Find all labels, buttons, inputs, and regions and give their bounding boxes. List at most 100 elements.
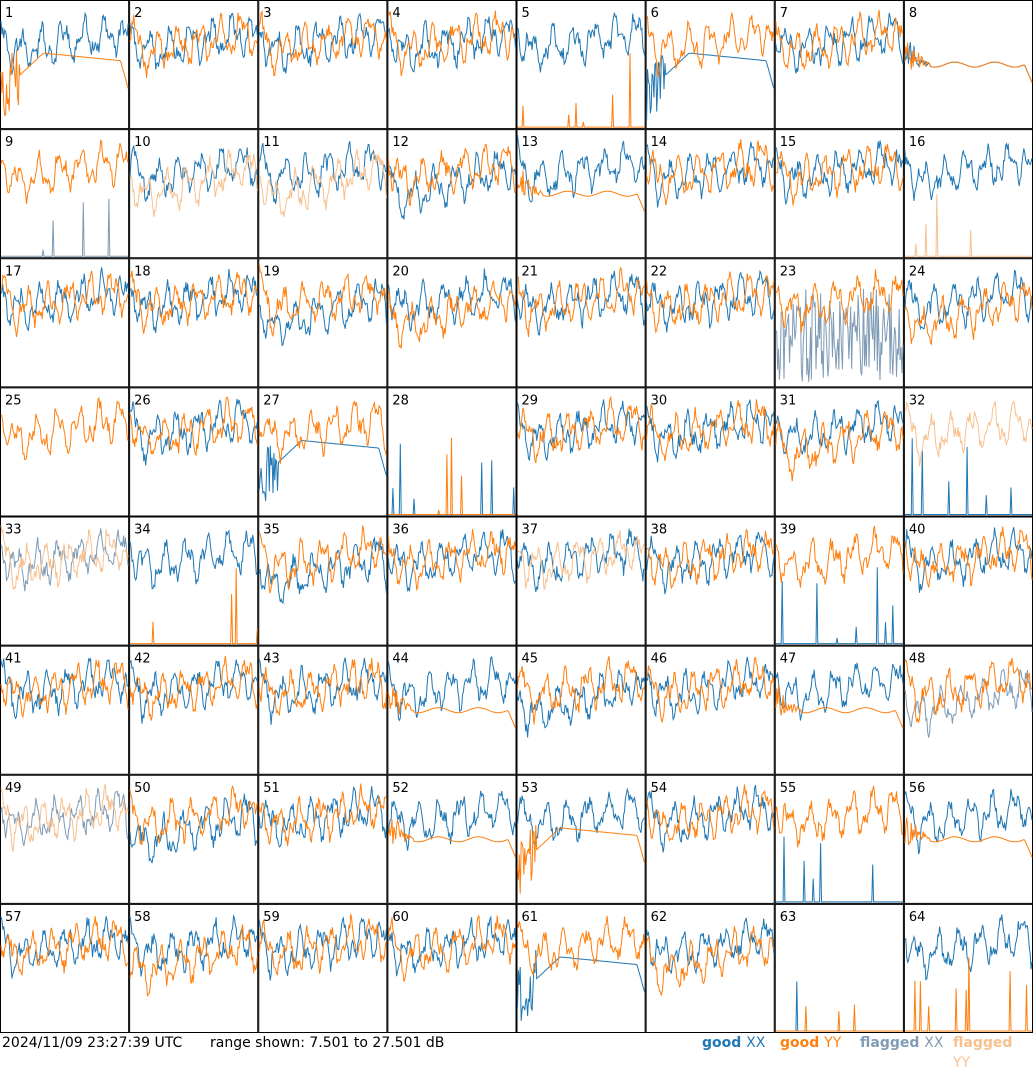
- series-xx-line: [646, 269, 775, 333]
- panel-57: 57: [0, 903, 130, 1033]
- series-xx-line: [904, 438, 1032, 515]
- series-xx-line: [0, 916, 129, 979]
- legend-good-yy-pol: YY: [824, 1035, 842, 1051]
- series-yy-line: [775, 1004, 903, 1032]
- panel-label: 24: [909, 264, 926, 279]
- panel-29: 29: [516, 387, 646, 517]
- series-yy-line: [129, 149, 258, 218]
- series-yy-line: [129, 784, 258, 846]
- panel-label: 48: [909, 652, 926, 667]
- series-xx-line: [258, 786, 387, 848]
- panel-border: [0, 516, 130, 646]
- panel-36: 36: [387, 516, 517, 646]
- series-yy-line: [775, 785, 904, 848]
- series-yy-line: [258, 524, 387, 594]
- panel-label: 26: [134, 393, 151, 408]
- panel-21: 21: [516, 258, 646, 388]
- panel-border: [387, 0, 517, 130]
- panel-label: 41: [5, 652, 22, 667]
- series-xx-line: [775, 140, 904, 206]
- panel-border: [774, 516, 904, 646]
- series-xx-line: [387, 790, 516, 851]
- panel-label: 58: [134, 910, 151, 925]
- panel-label: 32: [909, 393, 926, 408]
- panel-border: [645, 516, 775, 646]
- panel-31: 31: [774, 387, 904, 517]
- panel-label: 39: [780, 523, 797, 538]
- series-xx-line: [258, 657, 387, 725]
- legend-good-yy: good YY: [780, 1033, 841, 1053]
- series-yy-line: [258, 148, 387, 217]
- series-xx-line: [129, 659, 258, 724]
- panel-26: 26: [129, 387, 259, 517]
- panel-label: 25: [5, 393, 22, 408]
- timestamp: 2024/11/09 23:27:39 UTC: [2, 1035, 183, 1051]
- series-yy-line: [129, 924, 258, 997]
- series-yy-line: [0, 396, 129, 461]
- panel-50: 50: [129, 774, 259, 904]
- series-xx-line: [775, 288, 904, 382]
- panel-label: 50: [134, 781, 151, 796]
- series-yy-line: [517, 915, 646, 977]
- panel-label: 19: [263, 264, 280, 279]
- panel-border: [129, 774, 259, 904]
- panel-33: 33: [0, 516, 130, 646]
- series-yy-line: [646, 784, 775, 842]
- series-yy-line: [646, 271, 775, 334]
- panel-label: 53: [522, 781, 539, 796]
- panel-border: [387, 516, 517, 646]
- panel-label: 29: [522, 393, 539, 408]
- panel-label: 4: [392, 6, 400, 21]
- panel-border: [258, 0, 388, 130]
- panel-11: 11: [258, 129, 388, 259]
- series-yy-line: [646, 656, 775, 724]
- series-xx-line: [387, 151, 516, 220]
- series-xx-line: [258, 916, 387, 981]
- panel-border: [387, 645, 517, 775]
- panel-border: [258, 516, 388, 646]
- series-yy-line: [130, 568, 258, 645]
- panel-border: [645, 0, 775, 130]
- panel-border: [516, 0, 646, 130]
- panel-8: 8: [903, 0, 1033, 130]
- panel-24: 24: [903, 258, 1033, 388]
- panel-border: [903, 774, 1033, 904]
- series-yy-line: [517, 824, 646, 894]
- series-yy-line: [0, 139, 129, 204]
- panel-61: 61: [516, 903, 646, 1033]
- series-xx-line: [258, 278, 387, 347]
- legend-flagged-yy: flagged YY: [953, 1033, 1033, 1073]
- panel-border: [0, 0, 130, 130]
- panel-label: 7: [780, 6, 788, 21]
- series-yy-line: [387, 687, 516, 729]
- series-yy-line: [775, 685, 904, 729]
- panel-label: 3: [263, 6, 271, 21]
- panel-border: [774, 774, 904, 904]
- panel-label: 12: [392, 135, 409, 150]
- series-yy-line: [517, 267, 645, 338]
- series-xx-line: [775, 662, 904, 721]
- panel-label: 34: [134, 523, 151, 538]
- panel-label: 42: [134, 652, 151, 667]
- series-xx-line: [517, 270, 646, 336]
- panel-54: 54: [645, 774, 775, 904]
- series-xx-line: [258, 141, 387, 205]
- panel-label: 43: [263, 652, 280, 667]
- legend-good-xx-pol: XX: [746, 1035, 766, 1051]
- panel-label: 36: [392, 523, 409, 538]
- panel-25: 25: [0, 387, 130, 517]
- legend-flagged-yy-label: flagged: [953, 1035, 1013, 1051]
- panel-63: 63: [774, 903, 904, 1033]
- panel-label: 38: [651, 523, 668, 538]
- panel-19: 19: [258, 258, 388, 388]
- series-xx-line: [775, 567, 903, 645]
- panel-border: [0, 129, 130, 259]
- series-xx-line: [646, 784, 775, 853]
- legend-flagged-xx-label: flagged: [860, 1035, 920, 1051]
- panel-46: 46: [645, 645, 775, 775]
- panel-4: 4: [387, 0, 517, 130]
- panel-border: [516, 645, 646, 775]
- panel-label: 20: [392, 264, 409, 279]
- series-yy-line: [646, 139, 775, 206]
